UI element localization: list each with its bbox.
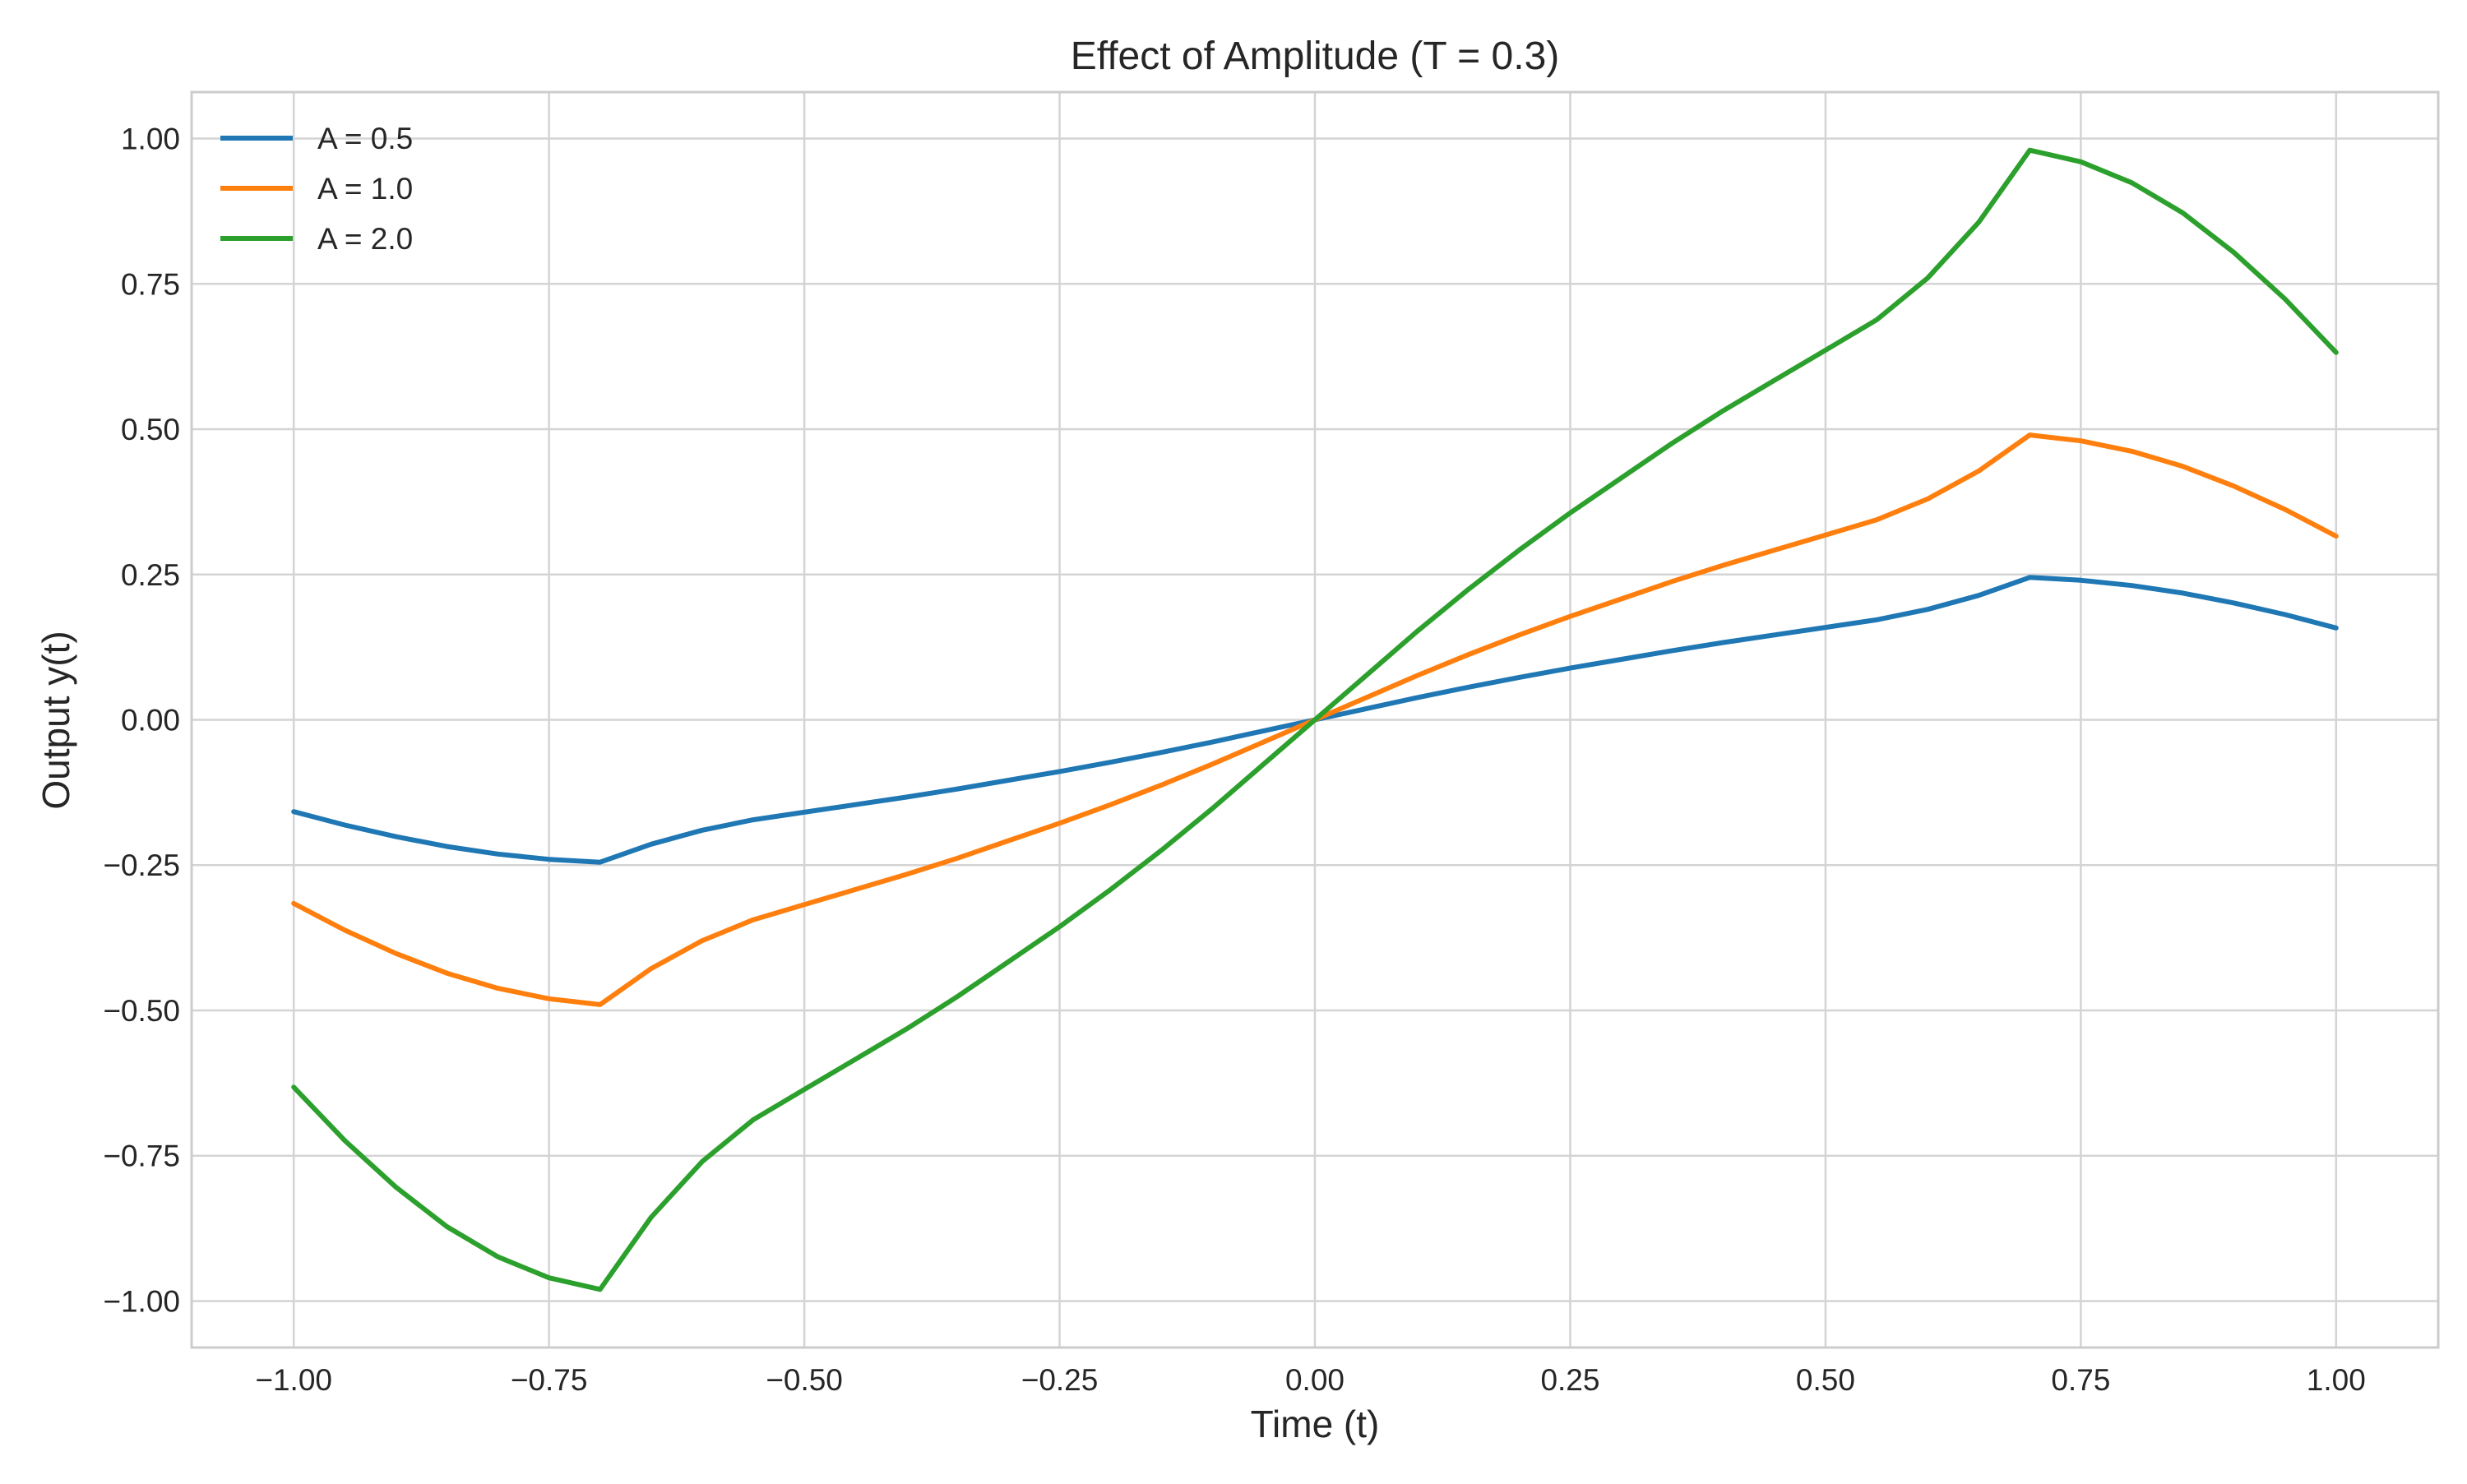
series-line-3 [291,147,2339,1292]
y-tick-label: 0.75 [121,267,180,301]
legend: A = 0.5 A = 1.0 A = 2.0 [220,122,413,256]
x-tick-label: −0.75 [511,1363,588,1397]
x-tick-label: −0.25 [1021,1363,1099,1397]
x-tick-label: 1.00 [2307,1363,2366,1397]
legend-entry: A = 0.5 [220,122,413,155]
y-tick-label: 0.00 [121,704,180,737]
chart-title: Effect of Amplitude (T = 0.3) [1071,35,1560,78]
legend-label: A = 0.5 [317,122,413,155]
legend-entry: A = 1.0 [220,172,413,206]
x-axis-tick-labels: −1.00 −0.75 −0.50 −0.25 0.00 0.25 0.50 0.75 1.00 [255,1363,2365,1397]
x-tick-label: −0.50 [766,1363,843,1397]
x-axis-label: Time (t) [1251,1403,1380,1445]
y-tick-label: 1.00 [121,123,180,156]
x-tick-label: 0.25 [1540,1363,1599,1397]
y-axis-label: Output y(t) [35,631,77,809]
y-tick-label: −0.75 [103,1140,180,1173]
x-tick-label: −1.00 [255,1363,332,1397]
series-lines [291,147,2339,1292]
y-tick-label: −0.50 [103,994,180,1028]
x-tick-label: 0.00 [1285,1363,1345,1397]
legend-label: A = 2.0 [317,222,413,256]
plot-area-frame [190,90,2440,1349]
legend-entry: A = 2.0 [220,222,413,256]
x-tick-label: 0.75 [2051,1363,2110,1397]
x-tick-label: 0.50 [1796,1363,1855,1397]
y-tick-label: 0.50 [121,413,180,446]
y-tick-label: −1.00 [103,1284,180,1318]
y-axis-tick-labels: −1.00 −0.75 −0.50 −0.25 0.00 0.25 0.50 0.75 1.00 [103,123,180,1319]
y-tick-label: 0.25 [121,558,180,592]
y-tick-label: −0.25 [103,848,180,882]
legend-label: A = 1.0 [317,172,413,206]
